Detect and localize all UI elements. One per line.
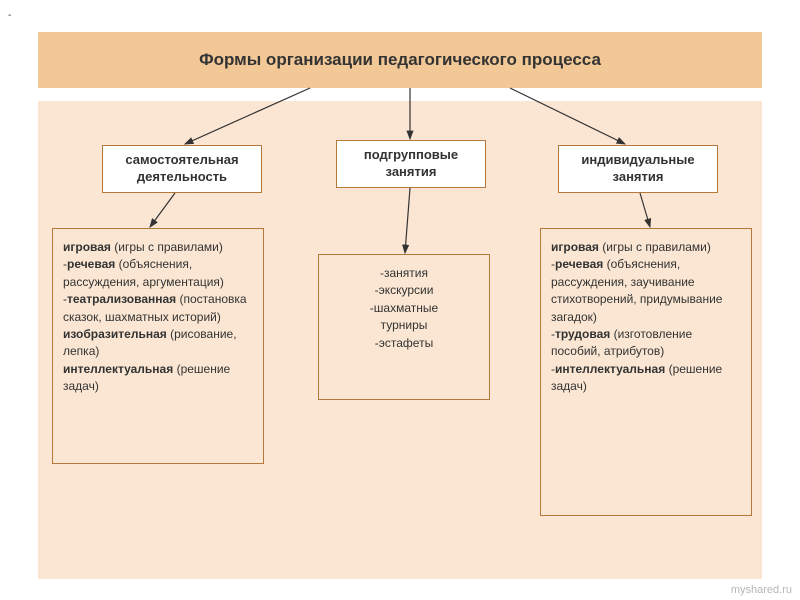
detail-ind-text: игровая (игры с правилами)-речевая (объя… xyxy=(551,239,741,396)
page-title: Формы организации педагогического процес… xyxy=(199,50,601,70)
title-bar: Формы организации педагогического процес… xyxy=(38,32,762,88)
box-self-activity: самостоятельнаядеятельность xyxy=(102,145,262,193)
detail-sub-text: -занятия-экскурсии-шахматныетурниры-эста… xyxy=(329,265,479,352)
box-sub-label: подгрупповыезанятия xyxy=(364,147,458,181)
detail-subgroup: -занятия-экскурсии-шахматныетурниры-эста… xyxy=(318,254,490,400)
detail-self-activity: игровая (игры с правилами)-речевая (объя… xyxy=(52,228,264,464)
box-subgroup-lessons: подгрупповыезанятия xyxy=(336,140,486,188)
top-dash: - xyxy=(8,10,11,21)
watermark: myshared.ru xyxy=(731,584,792,596)
box-self-label: самостоятельнаядеятельность xyxy=(125,152,238,186)
box-ind-label: индивидуальныезанятия xyxy=(581,152,694,186)
detail-individual: игровая (игры с правилами)-речевая (объя… xyxy=(540,228,752,516)
detail-self-text: игровая (игры с правилами)-речевая (объя… xyxy=(63,239,253,396)
box-individual-lessons: индивидуальныезанятия xyxy=(558,145,718,193)
